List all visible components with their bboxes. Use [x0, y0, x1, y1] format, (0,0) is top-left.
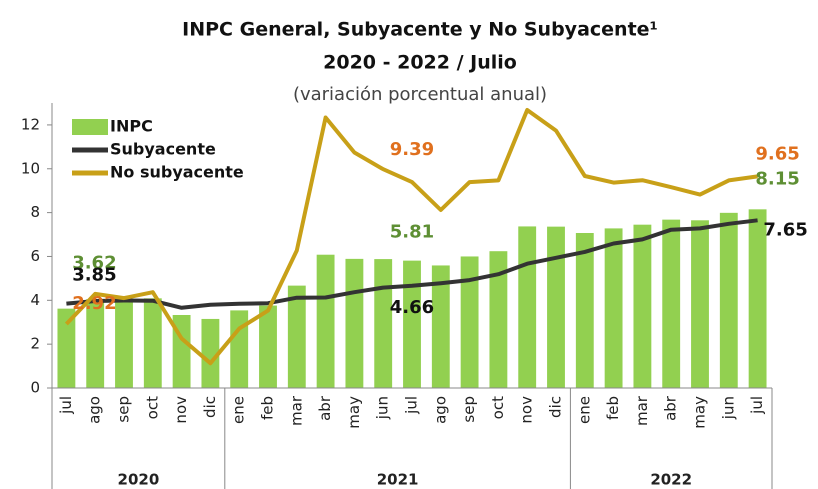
- data-label: 4.66: [390, 297, 434, 318]
- x-tick-label: jul: [57, 396, 75, 415]
- bar: [374, 259, 393, 388]
- x-tick-label: jul: [403, 396, 421, 415]
- bar: [691, 220, 709, 388]
- x-tick-label: feb: [604, 396, 622, 420]
- legend-label: No subyacente: [110, 163, 244, 182]
- y-tick-label: 4: [30, 291, 40, 309]
- x-tick-label: nov: [518, 396, 536, 424]
- line: [66, 218, 758, 310]
- x-tick-label: oct: [489, 396, 507, 419]
- legend-swatch: [72, 119, 108, 135]
- x-tick-label: ago: [86, 396, 104, 424]
- x-tick-label: may: [691, 396, 709, 429]
- y-tick-label: 8: [30, 203, 40, 221]
- legend-label: Subyacente: [110, 140, 216, 159]
- bar: [143, 298, 162, 388]
- data-label: 9.65: [755, 143, 799, 164]
- bar: [518, 226, 537, 388]
- data-label: 5.81: [390, 222, 434, 243]
- bar: [748, 209, 767, 388]
- x-tick-label: oct: [143, 396, 161, 419]
- x-tick-label: dic: [201, 396, 219, 418]
- data-label: 7.65: [763, 219, 807, 240]
- bar: [259, 305, 277, 388]
- data-label: 3.85: [72, 265, 116, 286]
- line: [64, 108, 758, 366]
- y-tick-label: 2: [30, 335, 40, 353]
- x-group-label: 2022: [650, 471, 692, 489]
- bar: [662, 219, 681, 388]
- bar: [431, 265, 450, 388]
- y-tick-label: 10: [21, 159, 40, 177]
- bar: [633, 224, 652, 388]
- x-tick-label: dic: [547, 396, 565, 418]
- x-tick-label: mar: [633, 395, 651, 426]
- x-tick-label: jul: [748, 396, 766, 415]
- x-group-label: 2021: [377, 471, 419, 489]
- bar: [403, 260, 421, 388]
- x-tick-label: jun: [374, 396, 392, 420]
- y-tick-label: 6: [30, 247, 40, 265]
- bar: [604, 228, 623, 388]
- bar: [345, 258, 364, 388]
- bar: [460, 256, 479, 388]
- x-group-label: 2020: [118, 471, 160, 489]
- bar: [547, 226, 565, 388]
- bar: [287, 285, 306, 388]
- bar: [201, 318, 220, 388]
- x-tick-label: may: [345, 396, 363, 429]
- x-tick-label: sep: [460, 396, 478, 423]
- bar: [230, 310, 249, 388]
- x-tick-label: ene: [575, 396, 593, 424]
- data-label: 9.39: [390, 139, 434, 160]
- chart-subtitle: 2020 - 2022 / Julio: [323, 52, 517, 74]
- y-tick-label: 12: [21, 115, 40, 133]
- x-tick-label: feb: [259, 396, 277, 420]
- x-tick-label: ene: [230, 396, 248, 424]
- chart-title: INPC General, Subyacente y No Subyacente…: [182, 19, 658, 41]
- x-tick-label: jun: [719, 396, 737, 420]
- data-label: 2.92: [72, 293, 116, 314]
- bar: [57, 308, 76, 388]
- bar: [719, 212, 738, 388]
- y-tick-label: 0: [30, 379, 40, 397]
- x-tick-label: sep: [115, 396, 133, 423]
- chart-note: (variación porcentual anual): [293, 84, 547, 105]
- x-tick-label: mar: [287, 395, 305, 426]
- x-tick-label: nov: [172, 396, 190, 424]
- legend-label: INPC: [110, 117, 153, 136]
- bar: [115, 300, 133, 388]
- x-tick-label: ago: [431, 396, 449, 424]
- bar: [86, 299, 105, 388]
- x-tick-label: abr: [316, 395, 334, 421]
- x-tick-label: abr: [662, 395, 680, 421]
- bar: [489, 251, 508, 388]
- bar: [316, 254, 335, 388]
- data-label: 3.62: [72, 253, 116, 274]
- bar: [575, 233, 594, 388]
- data-label: 8.15: [755, 168, 799, 189]
